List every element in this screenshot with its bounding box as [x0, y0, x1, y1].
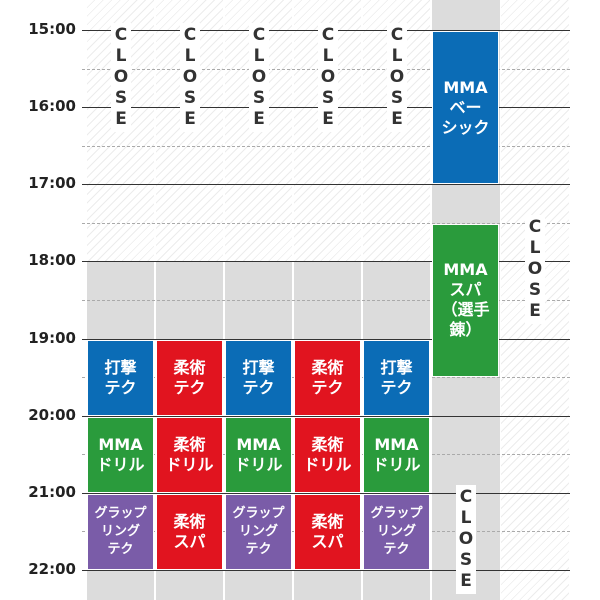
time-label: 15:00 [28, 20, 76, 38]
block-text: 柔術 [311, 511, 344, 531]
time-label: 22:00 [28, 559, 76, 578]
time-label: 16:00 [28, 97, 76, 116]
block-text: MMA [443, 260, 488, 280]
block-text: テク [311, 377, 344, 397]
block-text: テク [173, 377, 206, 397]
close-label: CLOSE [456, 485, 476, 595]
block-text: テク [383, 541, 410, 557]
block-text: ドリル [372, 454, 421, 474]
class-block: グラップ リング テク [363, 493, 430, 570]
block-text: （選手錬） [441, 300, 490, 340]
block-text: 柔術 [173, 357, 206, 377]
block-text: ドリル [96, 454, 145, 474]
block-text: グラップ [370, 505, 423, 521]
class-block: 打撃 テク [225, 339, 292, 416]
block-text: 柔術 [311, 434, 344, 454]
block-text: MMA [236, 434, 281, 454]
block-text: リング [100, 523, 140, 539]
class-block: 柔術 テク [156, 339, 223, 416]
hour-line [82, 492, 570, 494]
block-text: ベー [449, 97, 482, 117]
hour-line [82, 338, 570, 340]
block-text: MMA [98, 434, 143, 454]
block-text: グラップ [94, 505, 147, 521]
block-text: 打撃 [242, 357, 275, 377]
class-block: 柔術 スパ [156, 493, 223, 570]
close-label: CLOSE [111, 22, 131, 132]
block-text: ドリル [303, 454, 352, 474]
class-block: 打撃 テク [87, 339, 154, 416]
class-block: MMA ベー シック [432, 31, 499, 185]
close-label: CLOSE [180, 22, 200, 132]
block-text: テク [104, 377, 137, 397]
hour-line [82, 261, 570, 263]
block-text: ドリル [234, 454, 283, 474]
class-block: MMA ドリル [87, 416, 154, 493]
block-text: 柔術 [173, 434, 206, 454]
block-text: MMA [374, 434, 419, 454]
class-block: グラップ リング テク [87, 493, 154, 570]
block-text: 打撃 [380, 357, 413, 377]
close-label: CLOSE [525, 215, 545, 325]
hour-line [82, 184, 570, 186]
close-label: CLOSE [387, 22, 407, 132]
block-text: グラップ [232, 505, 285, 521]
block-text: MMA [443, 77, 488, 97]
block-text: テク [107, 541, 134, 557]
class-block: 柔術 スパ [294, 493, 361, 570]
block-text: リング [238, 523, 278, 539]
block-text: テク [380, 377, 413, 397]
time-label: 19:00 [28, 328, 76, 347]
block-text: 柔術 [173, 511, 206, 531]
block-text: テク [245, 541, 272, 557]
hour-line [82, 415, 570, 417]
time-label: 20:00 [28, 405, 76, 424]
half-hour-line [82, 145, 570, 147]
block-text: リング [376, 523, 416, 539]
class-block: MMA ドリル [225, 416, 292, 493]
class-block: 打撃 テク [363, 339, 430, 416]
time-label: 18:00 [28, 251, 76, 270]
class-block: 柔術 ドリル [294, 416, 361, 493]
block-text: スパ [311, 531, 344, 551]
class-block: グラップ リング テク [225, 493, 292, 570]
class-block: 柔術 テク [294, 339, 361, 416]
block-text: ドリル [165, 454, 214, 474]
hour-line [82, 569, 570, 571]
close-label: CLOSE [318, 22, 338, 132]
class-block: MMA ドリル [363, 416, 430, 493]
block-text: シック [441, 117, 490, 137]
block-text: 柔術 [311, 357, 344, 377]
block-text: 打撃 [104, 357, 137, 377]
close-label: CLOSE [249, 22, 269, 132]
block-text: スパ [173, 531, 206, 551]
time-label: 21:00 [28, 482, 76, 501]
half-hour-line [82, 222, 570, 224]
block-text: スパ [449, 280, 482, 300]
time-label: 17:00 [28, 174, 76, 193]
half-hour-line [82, 299, 570, 301]
block-text: テク [242, 377, 275, 397]
class-block: 柔術 ドリル [156, 416, 223, 493]
class-block: MMA スパ （選手錬） [432, 223, 499, 378]
